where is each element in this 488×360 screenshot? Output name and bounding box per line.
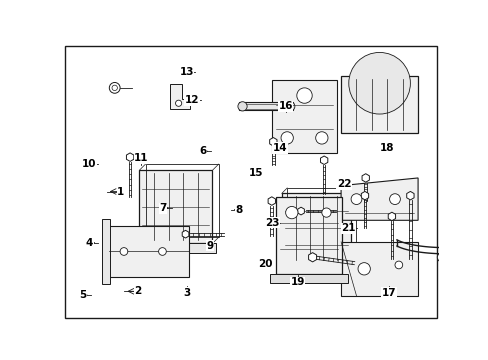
Bar: [102, 219, 110, 284]
Circle shape: [120, 248, 127, 255]
Text: 18: 18: [379, 143, 393, 153]
Bar: [281, 193, 350, 263]
Circle shape: [281, 132, 293, 144]
Circle shape: [389, 194, 400, 204]
Circle shape: [348, 53, 409, 114]
Polygon shape: [267, 197, 275, 205]
Circle shape: [394, 261, 402, 269]
Polygon shape: [269, 138, 276, 146]
Text: 5: 5: [79, 290, 86, 300]
Circle shape: [109, 82, 120, 93]
Polygon shape: [361, 192, 368, 200]
Text: 15: 15: [248, 168, 263, 178]
Text: 14: 14: [272, 143, 287, 153]
Bar: [271, 80, 337, 153]
Text: 4: 4: [85, 238, 93, 248]
Bar: [135, 243, 216, 253]
Text: 17: 17: [381, 288, 396, 298]
Text: 1: 1: [117, 186, 124, 197]
Bar: [108, 226, 189, 276]
Bar: [239, 103, 293, 110]
Polygon shape: [387, 212, 395, 221]
Text: 2: 2: [134, 286, 141, 296]
Bar: [145, 164, 218, 237]
Text: 3: 3: [183, 288, 190, 298]
Text: 10: 10: [82, 159, 97, 169]
Text: 22: 22: [336, 179, 350, 189]
Polygon shape: [361, 174, 368, 182]
Bar: [286, 188, 356, 257]
Text: 19: 19: [290, 277, 304, 287]
Text: 9: 9: [206, 240, 213, 251]
Text: 21: 21: [341, 223, 355, 233]
Bar: [139, 170, 212, 243]
Circle shape: [112, 85, 117, 91]
Circle shape: [175, 100, 182, 106]
Circle shape: [357, 263, 369, 275]
Polygon shape: [297, 207, 304, 215]
Polygon shape: [170, 84, 190, 109]
Circle shape: [238, 102, 246, 111]
Circle shape: [436, 253, 446, 262]
Polygon shape: [320, 156, 327, 165]
Text: 23: 23: [264, 218, 279, 228]
Text: 6: 6: [199, 146, 206, 156]
Circle shape: [285, 102, 294, 111]
Polygon shape: [182, 230, 188, 238]
Circle shape: [296, 88, 311, 103]
Circle shape: [158, 248, 166, 255]
Polygon shape: [126, 153, 134, 161]
Text: 7: 7: [159, 203, 166, 213]
Polygon shape: [308, 253, 316, 262]
Bar: [341, 242, 417, 296]
Bar: [276, 197, 341, 274]
Circle shape: [350, 194, 361, 204]
Polygon shape: [406, 192, 413, 200]
Text: 12: 12: [184, 95, 199, 105]
Text: 11: 11: [134, 153, 148, 163]
Polygon shape: [341, 178, 417, 220]
Bar: [270, 274, 347, 283]
Text: 13: 13: [179, 67, 193, 77]
Circle shape: [321, 208, 330, 217]
Text: 16: 16: [278, 102, 292, 111]
Circle shape: [439, 255, 444, 260]
Text: 20: 20: [257, 258, 272, 269]
Text: 8: 8: [235, 204, 243, 215]
Circle shape: [315, 132, 327, 144]
Circle shape: [285, 206, 297, 219]
Bar: [341, 76, 417, 133]
